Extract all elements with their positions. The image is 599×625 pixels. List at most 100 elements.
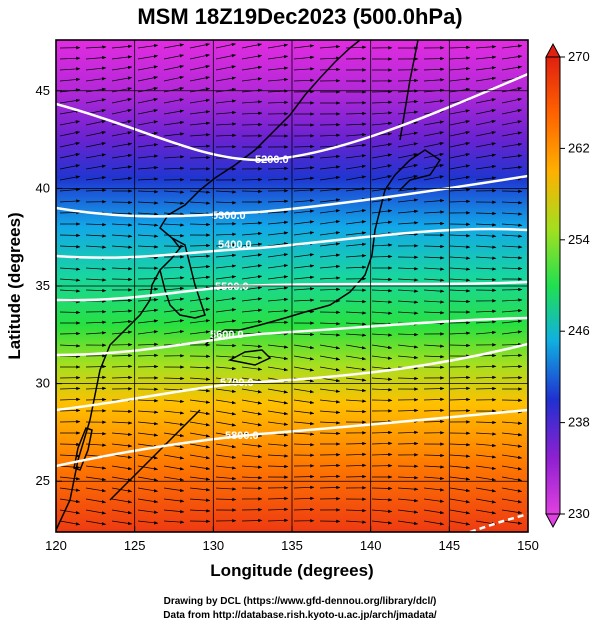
- wind-arrow: [59, 210, 81, 215]
- wind-arrow: [319, 399, 341, 404]
- wind-arrow: [371, 243, 393, 247]
- wind-arrow: [215, 190, 237, 194]
- wind-arrow: [267, 464, 289, 469]
- wind-arrow: [371, 388, 393, 392]
- wind-arrow: [449, 343, 471, 348]
- wind-arrow: [449, 131, 471, 137]
- wind-arrow: [241, 399, 263, 405]
- wind-arrow: [241, 518, 263, 523]
- wind-arrow: [449, 465, 471, 470]
- wind-arrow: [241, 388, 263, 394]
- wind-arrow: [85, 509, 107, 515]
- wind-arrow: [345, 154, 367, 159]
- wind-arrow: [59, 344, 81, 348]
- wind-arrow: [319, 56, 341, 60]
- wind-arrow: [501, 298, 523, 302]
- wind-arrow: [423, 520, 445, 526]
- wind-arrow: [111, 277, 133, 282]
- wind-arrow: [501, 476, 523, 482]
- wind-arrow: [85, 278, 107, 282]
- wind-arrow: [59, 289, 81, 293]
- wind-arrow: [501, 287, 523, 292]
- wind-arrow: [319, 220, 341, 225]
- wind-arrow: [137, 109, 159, 115]
- wind-arrow: [397, 232, 419, 237]
- wind-arrow: [85, 465, 107, 470]
- wind-arrow: [475, 131, 497, 137]
- wind-arrow: [423, 408, 445, 413]
- wind-arrow: [319, 366, 341, 372]
- wind-arrow: [59, 153, 81, 159]
- wind-arrow: [371, 254, 393, 259]
- wind-arrow: [371, 175, 393, 181]
- wind-arrow: [189, 53, 211, 60]
- wind-arrow: [293, 287, 315, 291]
- wind-arrow: [137, 410, 159, 414]
- wind-arrow: [59, 267, 81, 271]
- wind-arrow: [501, 465, 523, 471]
- wind-arrow: [397, 266, 419, 271]
- wind-arrow: [163, 166, 185, 171]
- wind-arrow: [137, 245, 159, 249]
- wind-arrow: [267, 399, 289, 405]
- wind-arrow: [59, 245, 81, 249]
- wind-arrow: [137, 308, 159, 313]
- wind-arrow: [267, 275, 289, 280]
- wind-arrow: [163, 399, 185, 404]
- wind-arrow: [85, 222, 107, 227]
- wind-arrow: [189, 476, 211, 481]
- wind-arrow: [241, 65, 263, 71]
- wind-arrow: [111, 76, 133, 82]
- wind-arrow: [215, 366, 237, 371]
- wind-arrow: [345, 311, 367, 315]
- wind-arrow: [189, 243, 211, 248]
- wind-arrow: [501, 421, 523, 425]
- wind-arrow: [241, 377, 263, 383]
- wind-arrow: [345, 265, 367, 269]
- x-tick-label: 120: [45, 538, 67, 553]
- wind-arrow: [163, 212, 185, 216]
- wind-arrow: [345, 133, 367, 137]
- wind-arrow: [345, 409, 367, 414]
- wind-arrow: [111, 465, 133, 471]
- wind-arrow: [423, 267, 445, 271]
- wind-arrow: [397, 430, 419, 435]
- wind-arrow: [293, 366, 315, 372]
- wind-arrow: [241, 231, 263, 236]
- x-tick-label: 140: [360, 538, 382, 553]
- wind-arrow: [137, 87, 159, 93]
- wind-arrow: [397, 289, 419, 293]
- contour-line-partial: [469, 512, 528, 532]
- wind-arrow: [501, 44, 523, 49]
- wind-arrow: [241, 297, 263, 302]
- wind-arrow: [475, 420, 497, 425]
- wind-arrow: [397, 355, 419, 360]
- wind-arrow: [397, 110, 419, 115]
- wind-arrow: [59, 442, 81, 447]
- wind-arrow: [241, 421, 263, 427]
- wind-arrow: [475, 245, 497, 249]
- wind-arrow: [475, 364, 497, 369]
- wind-arrow: [189, 254, 211, 258]
- wind-arrow: [293, 388, 315, 394]
- wind-arrow: [475, 45, 497, 49]
- wind-arrow: [345, 164, 367, 170]
- x-tick-label: 150: [517, 538, 539, 553]
- wind-arrow: [59, 164, 81, 170]
- wind-arrow: [345, 463, 367, 468]
- wind-arrow: [59, 233, 81, 238]
- wind-arrow: [189, 509, 211, 513]
- wind-arrow: [319, 154, 341, 159]
- wind-arrow: [345, 344, 367, 350]
- wind-arrow: [501, 454, 523, 460]
- wind-arrow: [423, 78, 445, 82]
- wind-arrow: [293, 496, 315, 501]
- wind-arrow: [189, 110, 211, 115]
- wind-arrow: [449, 498, 471, 504]
- wind-arrow: [267, 242, 289, 247]
- wind-arrow: [319, 198, 341, 203]
- wind-arrow: [475, 223, 497, 227]
- wind-arrow: [371, 111, 393, 115]
- wind-arrow: [189, 65, 211, 71]
- wind-arrow: [85, 498, 107, 504]
